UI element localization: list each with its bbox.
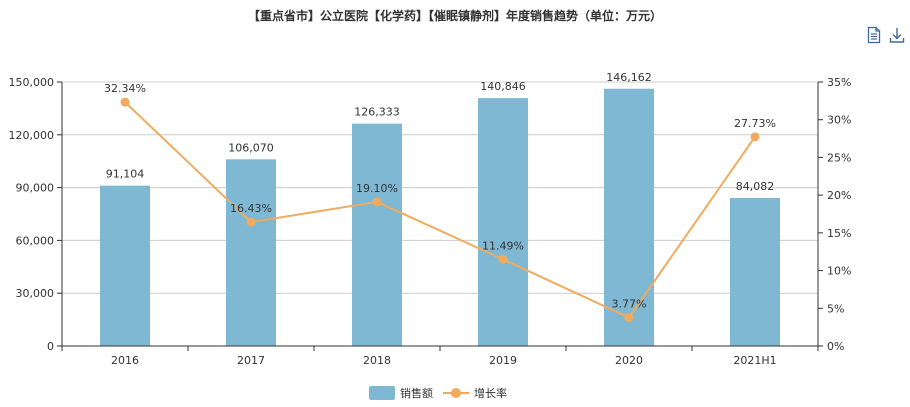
legend-swatch-sales[interactable]: [369, 386, 395, 400]
y-right-tick-label: 35%: [827, 76, 851, 89]
growth-value-label: 19.10%: [356, 182, 398, 195]
bar-value-label: 140,846: [480, 80, 526, 93]
x-tick-label: 2016: [111, 354, 139, 367]
bar-value-label: 84,082: [736, 180, 775, 193]
growth-point-2016[interactable]: [120, 97, 130, 107]
bar-2017[interactable]: [226, 159, 276, 346]
y-right-tick-label: 15%: [827, 227, 851, 240]
legend-label-sales: 销售额: [400, 386, 433, 400]
y-left-tick-label: 90,000: [16, 182, 55, 195]
x-tick-label: 2018: [363, 354, 391, 367]
chart-title: 【重点省市】公立医院【化学药】【催眠镇静剂】年度销售趋势（单位：万元）: [247, 9, 662, 23]
growth-point-2019[interactable]: [498, 254, 508, 264]
legend-label-growth: 增长率: [474, 386, 507, 400]
bar-2020[interactable]: [604, 88, 654, 346]
growth-rate-line: [124, 101, 756, 319]
growth-point-2020[interactable]: [624, 313, 634, 323]
growth-point-2018[interactable]: [372, 197, 382, 207]
y-right-tick-label: 20%: [827, 189, 851, 202]
y-left-tick-label: 120,000: [9, 129, 55, 142]
y-left-tick-label: 0: [47, 340, 54, 353]
bar-2021H1[interactable]: [730, 198, 780, 346]
growth-value-label: 3.77%: [612, 298, 647, 311]
bar-2019[interactable]: [478, 98, 528, 346]
y-right-tick-label: 30%: [827, 114, 851, 127]
growth-value-label: 27.73%: [734, 117, 776, 130]
y-right-tick-label: 5%: [827, 302, 844, 315]
document-icon[interactable]: [865, 26, 883, 44]
x-tick-label: 2019: [489, 354, 517, 367]
bar-2018[interactable]: [352, 123, 402, 346]
x-tick-label: 2020: [615, 354, 643, 367]
y-left-tick-label: 30,000: [16, 287, 55, 300]
y-right-tick-label: 0%: [827, 340, 844, 353]
legend-swatch-growth-dot: [451, 388, 461, 398]
bar-value-label: 146,162: [606, 71, 652, 84]
x-tick-label: 2017: [237, 354, 265, 367]
bar-value-label: 126,333: [354, 106, 400, 119]
x-tick-label: 2021H1: [733, 354, 776, 367]
growth-point-2017[interactable]: [246, 217, 256, 227]
growth-point-2021H1[interactable]: [750, 132, 760, 142]
download-icon[interactable]: [888, 26, 906, 44]
y-right-tick-label: 25%: [827, 151, 851, 164]
y-left-tick-label: 60,000: [16, 234, 55, 247]
growth-value-label: 16.43%: [230, 202, 272, 215]
y-left-tick-label: 150,000: [9, 76, 55, 89]
bar-value-label: 91,104: [106, 168, 145, 181]
bar-2016[interactable]: [100, 185, 150, 346]
y-right-tick-label: 10%: [827, 265, 851, 278]
growth-value-label: 32.34%: [104, 82, 146, 95]
bar-value-label: 106,070: [228, 141, 274, 154]
growth-value-label: 11.49%: [482, 239, 524, 252]
